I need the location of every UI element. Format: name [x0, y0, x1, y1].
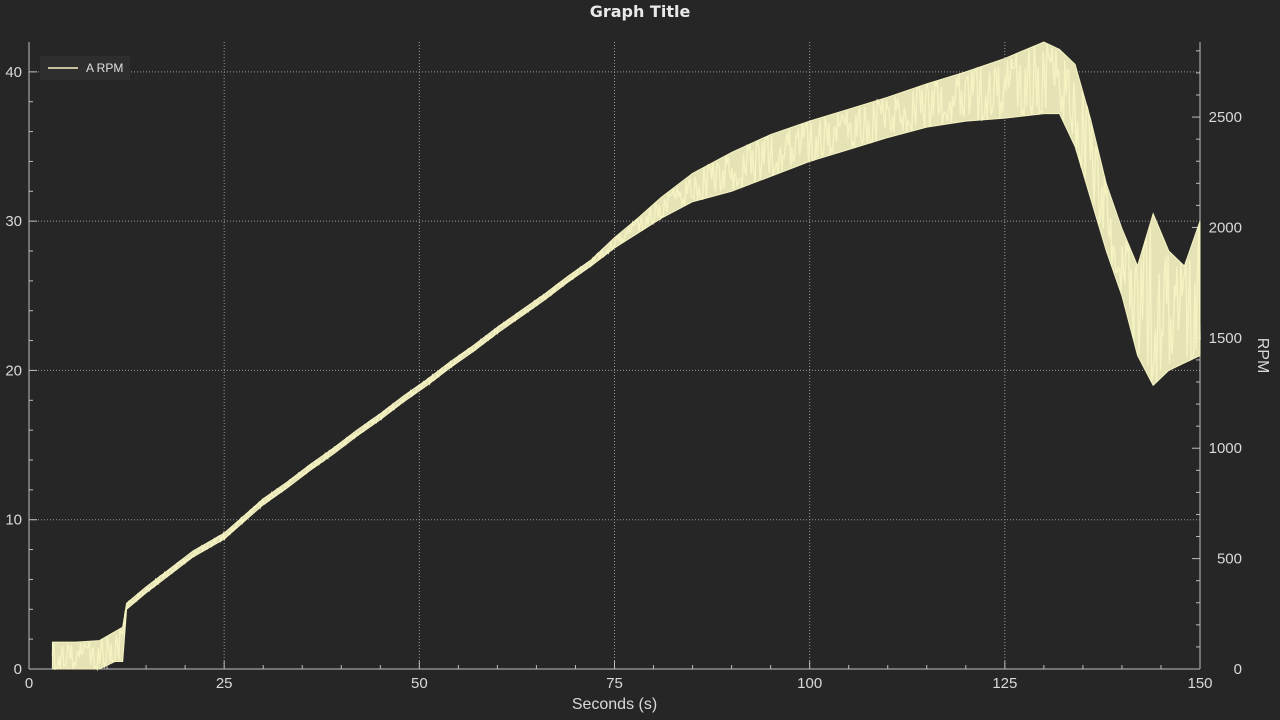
series-band-0 — [51, 41, 1201, 670]
series-line-0 — [51, 44, 1201, 672]
grid — [29, 42, 1200, 669]
x-tick-label: 125 — [992, 675, 1017, 692]
x-tick-label: 150 — [1187, 675, 1212, 692]
x-axis-title: Seconds (s) — [572, 696, 657, 713]
y-right-tick-label: 0 — [1234, 661, 1242, 678]
y-left-tick-label: 10 — [5, 512, 22, 529]
series-layer — [51, 41, 1201, 672]
y-left-tick-label: 20 — [5, 362, 22, 379]
axes: 0 25 50 75 100 125 150010203040050010001500200… — [5, 42, 1242, 692]
x-tick-label: 25 — [216, 675, 233, 692]
y-right-tick-label: 1500 — [1209, 330, 1242, 347]
y-right-tick-label: 2000 — [1209, 219, 1242, 236]
x-tick-label: 0 — [25, 675, 33, 692]
x-tick-label: 100 — [797, 675, 822, 692]
y-right-tick-label: 500 — [1217, 551, 1242, 568]
chart-title: Graph Title — [589, 2, 691, 21]
y-left-tick-label: 0 — [14, 661, 22, 678]
y-right-tick-label: 1000 — [1209, 440, 1242, 457]
legend[interactable]: A RPM — [40, 56, 130, 80]
legend-entry[interactable]: A RPM — [86, 61, 123, 75]
y-left-tick-label: 30 — [5, 213, 22, 230]
y-left-tick-label: 40 — [5, 64, 22, 81]
x-tick-label: 75 — [606, 675, 623, 692]
y-right-axis-title: RPM — [1254, 338, 1271, 374]
x-tick-label: 50 — [411, 675, 428, 692]
y-right-tick-label: 2500 — [1209, 109, 1242, 126]
